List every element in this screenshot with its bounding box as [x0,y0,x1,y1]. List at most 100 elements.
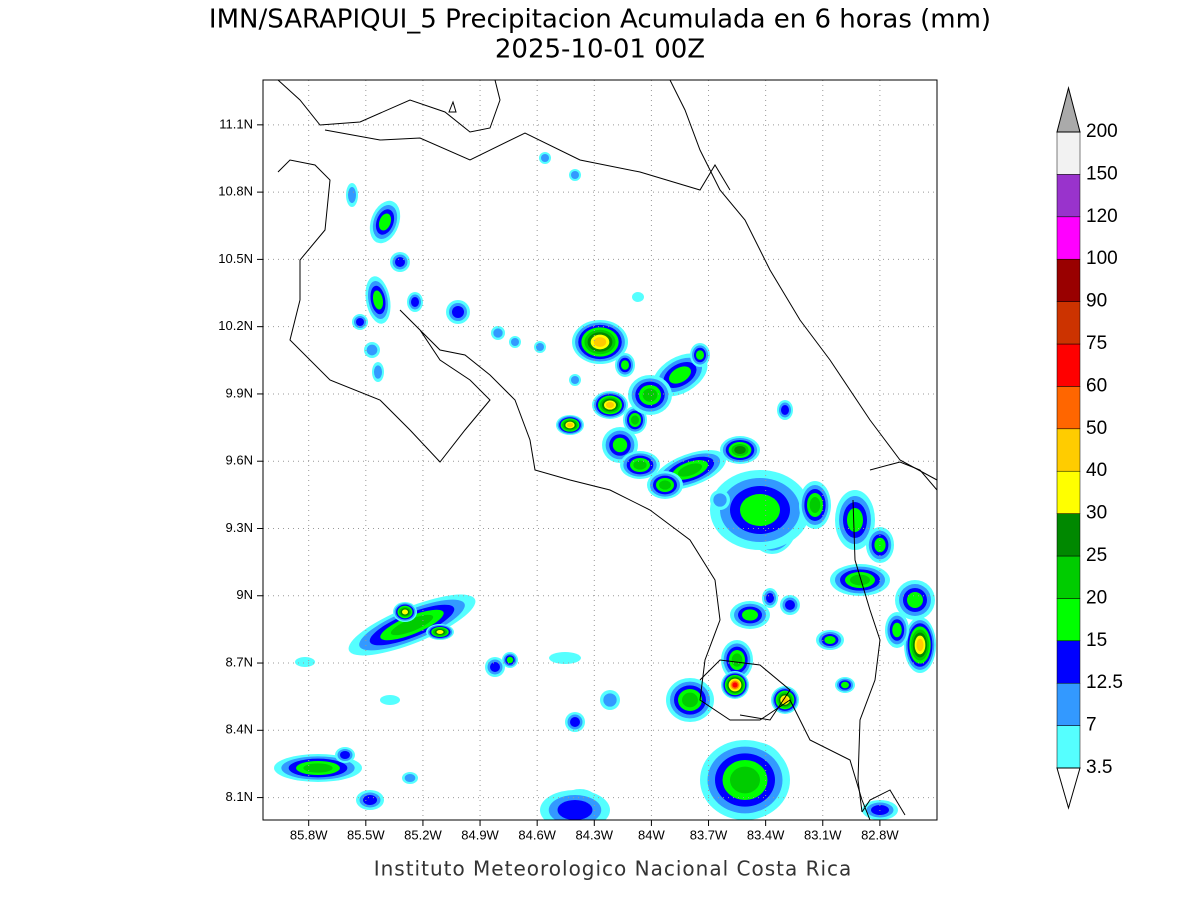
y-tick-label: 8.4N [226,722,253,737]
precip-blob [603,693,617,707]
x-tick-label: 85.5W [347,827,385,842]
colorbar-segment [1056,343,1081,387]
colorbar-segment [1056,131,1081,175]
precip-blob [916,638,924,652]
precip-blob [809,497,821,513]
colorbar-label: 25 [1086,545,1107,566]
colorbar-label: 120 [1086,206,1118,227]
x-tick-label: 85.8W [290,827,328,842]
x-tick-label: 84.3W [575,827,613,842]
colorbar-label: 12.5 [1086,672,1123,693]
precip-blob [824,636,836,644]
precip-blob [740,494,780,526]
precip-blob [557,800,593,820]
colorbar-label: 30 [1086,503,1107,524]
precip-blob [742,609,758,621]
precip-blob [571,376,579,384]
colorbar-label: 3.5 [1086,757,1112,778]
x-tick-label: 83.7W [690,827,728,842]
colorbar-segment [1056,725,1081,769]
map-frame [262,79,938,821]
precip-blob [593,337,607,347]
precip-blob [436,630,444,634]
precip-field [274,152,936,820]
colorbar-under [1056,767,1081,810]
precip-blob [696,350,704,360]
coastline [861,789,906,816]
precip-blob [732,682,738,688]
y-tick-label: 9.6N [226,453,253,468]
colorbar-label: 50 [1086,418,1107,439]
colorbar-label: 200 [1086,121,1118,142]
precip-blob [785,600,795,610]
colorbar-segment [1056,555,1081,599]
precip-blob [395,257,405,267]
colorbar-label: 100 [1086,248,1118,269]
precip-blob [713,493,727,507]
colorbar: 3.5 7 12.5 15 20 25 30 40 50 60 75 90 100 120 150 200 [1056,86,1123,810]
precip-blob [730,766,760,794]
precip-blob [659,480,671,490]
precip-blob [847,508,863,532]
precip-blob [734,446,746,454]
colorbar-segment [1056,682,1081,726]
precip-blob [402,609,408,615]
precip-blob [892,622,902,638]
x-tick-label: 85.2W [404,827,442,842]
precip-blob [295,657,315,667]
colorbar-segment [1056,386,1081,430]
x-tick-label: 82.8W [861,827,899,842]
precip-blob [493,328,503,338]
precip-blob [571,171,579,179]
precip-blob [621,360,629,370]
precip-blob [566,422,574,428]
y-tick-label: 10.2N [218,318,253,333]
precip-blob [404,774,416,782]
colorbar-segment [1056,174,1081,218]
precip-blob [452,306,464,318]
colorbar-segment [1056,470,1081,514]
coastline [669,80,937,481]
colorbar-label: 60 [1086,375,1107,396]
precip-blob [631,415,639,425]
precip-blob [549,652,581,664]
precip-blob [372,290,384,310]
colorbar-segment [1056,301,1081,345]
precip-blob [303,763,333,773]
y-tick-label: 8.1N [226,789,253,804]
coastline [277,80,501,133]
precip-blob [511,338,519,346]
colorbar-segment [1056,428,1081,472]
colorbar-label: 15 [1086,630,1107,651]
y-tick-label: 9.3N [226,520,253,535]
border [852,499,881,813]
colorbar-segment [1056,258,1081,302]
colorbar-over [1056,86,1081,133]
precip-blob [632,292,644,302]
colorbar-segment [1056,640,1081,684]
precip-blob [340,751,350,759]
map-footer: Instituto Meteorologico Nacional Costa R… [374,857,853,881]
border [324,129,731,191]
precip-blob [781,405,789,415]
colorbar-label: 40 [1086,460,1107,481]
precip-blob [781,696,789,704]
precip-blob [390,614,434,636]
precip-blob [366,344,378,356]
coastline [699,659,791,721]
colorbar-label: 20 [1086,587,1107,608]
y-tick-label: 10.8N [218,184,253,199]
colorbar-label: 90 [1086,291,1107,312]
x-tick-label: 84W [638,827,665,842]
precip-blob [490,662,500,672]
precip-blob [841,681,849,689]
colorbar-label: 7 [1086,715,1097,736]
precip-blob [682,692,698,708]
y-tick-label: 10.5N [218,251,253,266]
colorbar-label: 150 [1086,163,1118,184]
x-tick-label: 83.1W [804,827,842,842]
grid: 85.8W 85.5W 85.2W 84.9W 84.6W 84.3W 84W 83.7W 83… [218,80,937,842]
colorbar-segment [1056,598,1081,642]
precip-blob [411,297,419,307]
precip-blob [570,717,580,727]
